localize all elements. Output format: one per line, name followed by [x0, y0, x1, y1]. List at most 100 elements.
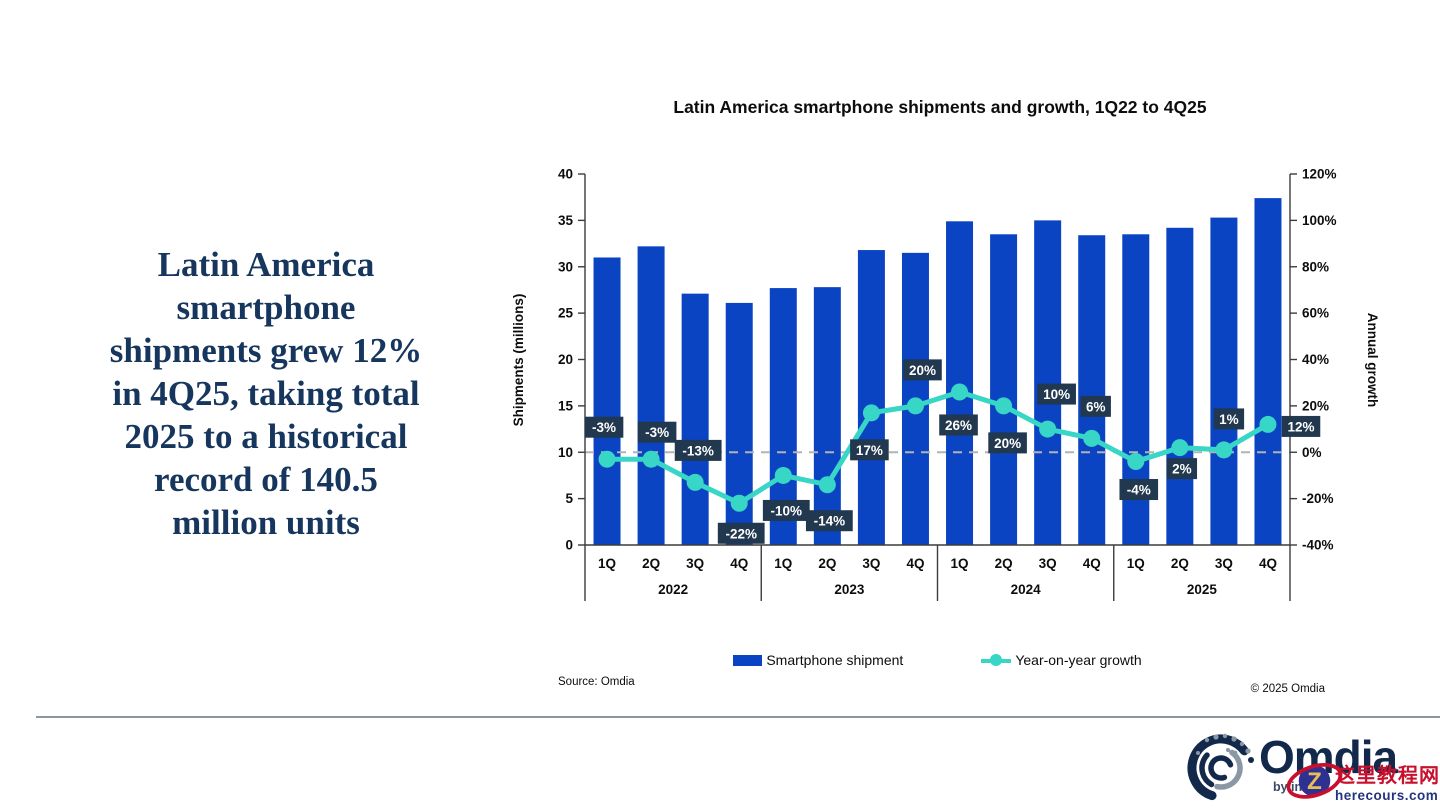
left-tick-label: 20: [558, 352, 573, 367]
growth-labels: -3% -3% -13% -22% -10% -14% 17% 20% 26% 20% 10% 6% -…: [584, 359, 1321, 544]
quarter-label: 4Q: [1083, 556, 1101, 571]
growth-marker: [1083, 429, 1101, 447]
shipment-bar: [946, 221, 974, 546]
growth-line: [607, 389, 1270, 506]
right-tick-label: 80%: [1302, 259, 1329, 274]
quarter-label: 2Q: [1171, 556, 1189, 571]
growth-label-text: 6%: [1086, 399, 1106, 414]
watermark-badge-icon: Z: [1286, 763, 1343, 799]
source-note: Source: Omdia: [558, 676, 635, 688]
legend-item-growth: Year-on-year growth: [981, 652, 1142, 668]
year-label: 2023: [834, 582, 865, 597]
growth-label-box: [903, 359, 942, 381]
legend-label: Smartphone shipment: [766, 652, 904, 668]
left-axis-title: Shipments (millions): [511, 294, 526, 427]
quarter-label: 3Q: [862, 556, 880, 571]
footer-divider: [36, 716, 1440, 718]
shipment-bar: [637, 246, 665, 545]
growth-marker: [818, 476, 836, 494]
growth-label-box: [1281, 415, 1321, 437]
shipment-bar: [1254, 198, 1282, 546]
x-axis-labels: 1Q 2Q 3Q 4Q 1Q 2Q 3Q 4Q 1Q 2Q 3Q 4Q 1Q 2Q 3Q 4Q 2022 2023…: [598, 556, 1277, 597]
right-tick-label: -20%: [1302, 491, 1334, 506]
quarter-label: 3Q: [1215, 556, 1233, 571]
growth-marker: [1171, 439, 1189, 457]
growth-label-text: -10%: [771, 503, 803, 518]
left-tick-label: 35: [558, 213, 574, 228]
shipment-bar: [1034, 220, 1062, 545]
right-tick-label: 20%: [1302, 398, 1329, 413]
headline-text: Latin America smartphone shipments grew …: [109, 245, 423, 543]
right-axis-title: Annual growth: [1365, 313, 1380, 408]
quarter-label: 3Q: [1039, 556, 1057, 571]
right-tick-label: 60%: [1302, 306, 1329, 321]
omdia-logo-icon: [1187, 733, 1255, 802]
growth-label-box: [674, 439, 722, 461]
left-tick-label: 0: [565, 538, 573, 553]
growth-label-text: 10%: [1043, 387, 1070, 402]
quarter-label: 1Q: [951, 556, 969, 571]
right-tick-label: 100%: [1302, 213, 1337, 228]
bar-swatch-icon: [733, 654, 763, 666]
shipment-bar: [857, 250, 885, 545]
growth-marker: [1127, 453, 1145, 471]
left-tick-label: 15: [558, 398, 574, 413]
quarter-label: 2Q: [818, 556, 836, 571]
growth-label-text: 12%: [1287, 419, 1314, 434]
quarter-label: 2Q: [642, 556, 660, 571]
growth-label-text: -3%: [645, 425, 669, 440]
right-tick-label: 0%: [1302, 445, 1322, 460]
growth-label-box: [1166, 458, 1198, 480]
growth-label-text: 20%: [909, 363, 936, 378]
left-tick-label: 5: [565, 491, 573, 506]
left-tick-label: 40: [558, 167, 573, 182]
growth-label-box: [637, 421, 677, 443]
year-label: 2024: [1011, 582, 1042, 597]
growth-label-text: 17%: [856, 443, 883, 458]
growth-label-text: -14%: [814, 514, 846, 529]
shipment-bar: [990, 234, 1018, 545]
growth-label-box: [1119, 479, 1159, 501]
site-watermark: Z 这里教程网 herecours.com: [1286, 751, 1440, 810]
growth-label-text: 1%: [1219, 412, 1239, 427]
growth-marker: [686, 473, 704, 491]
left-axis-ticks: 0 5 10 15 20 25 30 35 40: [558, 167, 585, 553]
watermark-letter: Z: [1307, 768, 1322, 795]
watermark-url: herecours.com: [1335, 787, 1439, 803]
quarter-label: 3Q: [686, 556, 704, 571]
copyright-note: © 2025 Omdia: [1250, 683, 1325, 695]
legend-label: Year-on-year growth: [1015, 652, 1142, 668]
growth-label-text: 26%: [945, 418, 972, 433]
growth-label-box: [939, 414, 978, 436]
right-tick-label: 120%: [1302, 167, 1337, 182]
growth-label-box: [1080, 395, 1111, 417]
growth-label-box: [717, 522, 765, 544]
growth-marker: [598, 450, 616, 468]
growth-label-text: 20%: [994, 436, 1021, 451]
quarter-label: 4Q: [906, 556, 924, 571]
shipment-bar: [593, 257, 621, 545]
growth-marker: [1039, 420, 1057, 438]
legend-item-shipment: Smartphone shipment: [733, 652, 903, 668]
growth-markers: [598, 383, 1277, 512]
quarter-label: 1Q: [1127, 556, 1145, 571]
right-tick-label: 40%: [1302, 352, 1329, 367]
growth-marker: [1215, 441, 1233, 459]
year-label: 2022: [658, 582, 688, 597]
growth-marker: [995, 397, 1013, 415]
growth-marker: [951, 383, 969, 401]
growth-label-box: [584, 416, 624, 438]
shipment-bar: [813, 287, 841, 545]
growth-label-text: -13%: [682, 443, 714, 458]
right-axis-ticks: -40% -20% 0% 20% 40% 60% 80% 100% 120%: [1290, 167, 1337, 553]
growth-label-box: [762, 499, 810, 521]
growth-label-text: -22%: [725, 526, 757, 541]
growth-marker: [1259, 415, 1277, 433]
growth-label-text: -4%: [1127, 483, 1151, 498]
quarter-label: 2Q: [995, 556, 1013, 571]
growth-label-box: [805, 510, 853, 532]
growth-marker: [730, 494, 748, 512]
watermark-title: 这里教程网: [1335, 764, 1440, 787]
growth-label-box: [850, 439, 889, 461]
